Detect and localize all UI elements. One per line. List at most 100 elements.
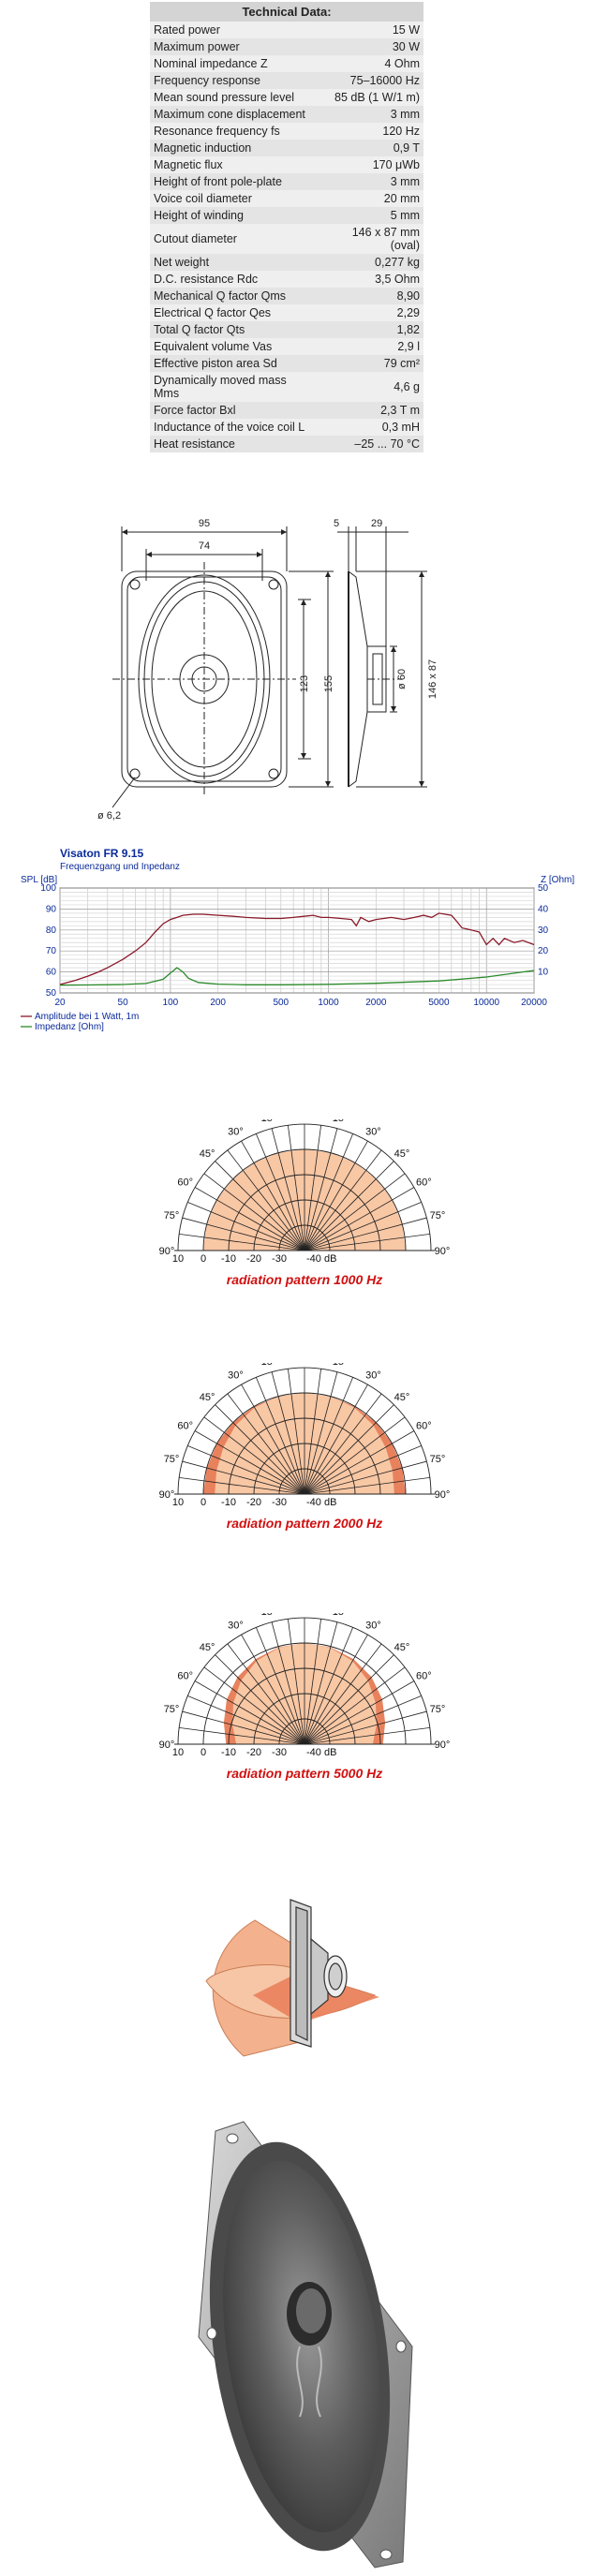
angle-label: 90° bbox=[159, 1246, 175, 1257]
angle-label: 30° bbox=[365, 1621, 381, 1632]
polar-plot-1000hz: 0°15°15°30°30°45°45°60°60°75°75°90°90°10… bbox=[159, 1119, 451, 1287]
row-value: 2,9 l bbox=[317, 338, 423, 355]
row-label: D.C. resistance Rdc bbox=[150, 271, 318, 288]
dimension-drawing: 95 74 123 155 ø 6,2 5 29 ø 60 146 x 87 bbox=[97, 518, 438, 822]
polar-caption: radiation pattern 1000 Hz bbox=[227, 1272, 383, 1287]
mount-hole bbox=[129, 768, 141, 779]
table-row: Maximum power 30 W bbox=[150, 38, 423, 55]
row-label: Inductance of the voice coil L bbox=[150, 419, 318, 436]
x-tick-label: 5000 bbox=[428, 998, 450, 1008]
db-label: 10 bbox=[172, 1253, 184, 1265]
dim-width-outer: 95 bbox=[199, 518, 210, 529]
row-value: 0,9 T bbox=[317, 140, 423, 156]
row-label: Equivalent volume Vas bbox=[150, 338, 318, 355]
polar-spoke bbox=[304, 1643, 382, 1745]
polar-spoke bbox=[182, 1460, 305, 1495]
polar-spoke bbox=[304, 1149, 382, 1251]
dim-depth-total: 29 bbox=[371, 518, 382, 529]
row-label: Effective piston area Sd bbox=[150, 355, 318, 372]
table-row: D.C. resistance Rdc 3,5 Ohm bbox=[150, 271, 423, 288]
x-tick-label: 10000 bbox=[473, 998, 499, 1008]
polar-spoke bbox=[304, 1125, 322, 1251]
mount-hole bbox=[268, 768, 279, 779]
angle-label: 60° bbox=[416, 1421, 432, 1432]
frequency-response-chart: Visaton FR 9.15 Frequenzgang und Inpedan… bbox=[21, 847, 574, 1032]
row-label: Height of winding bbox=[150, 207, 318, 224]
polar-spoke bbox=[255, 1627, 305, 1745]
row-value: –25 ... 70 °C bbox=[317, 436, 423, 452]
polar-spoke bbox=[304, 1619, 322, 1745]
series-line-1 bbox=[59, 967, 535, 986]
technical-data-table: Technical Data: Rated power 15 W Maximum p… bbox=[150, 2, 423, 452]
polar-spoke bbox=[304, 1133, 354, 1251]
y-tick-left-label: 70 bbox=[46, 946, 57, 956]
row-value: 4 Ohm bbox=[317, 55, 423, 72]
polar-spoke bbox=[179, 1233, 305, 1251]
y-tick-right-label: 40 bbox=[538, 904, 549, 914]
angle-label: 15° bbox=[261, 1613, 277, 1618]
polar-spoke bbox=[304, 1233, 430, 1251]
polar-spoke bbox=[182, 1217, 305, 1251]
chart-grid bbox=[59, 887, 535, 994]
x-tick-label: 100 bbox=[163, 998, 179, 1008]
angle-label: 90° bbox=[435, 1740, 451, 1751]
db-label: 0 bbox=[201, 1497, 206, 1508]
y-tick-left-label: 80 bbox=[46, 925, 57, 936]
polar-spoke bbox=[215, 1161, 305, 1251]
row-label: Nominal impedance Z bbox=[150, 55, 318, 72]
side-basket bbox=[348, 570, 368, 788]
mount-hole bbox=[129, 579, 141, 590]
y-tick-left-label: 90 bbox=[46, 904, 57, 914]
dim-height-inner: 123 bbox=[299, 675, 310, 692]
row-label: Magnetic flux bbox=[150, 156, 318, 173]
dim-height-outer: 155 bbox=[323, 675, 334, 692]
polar-spoke bbox=[187, 1695, 305, 1745]
row-value: 85 dB (1 W/1 m) bbox=[317, 89, 423, 106]
table-row: Inductance of the voice coil L 0,3 mH bbox=[150, 419, 423, 436]
db-label: -40 dB bbox=[306, 1497, 336, 1508]
table-row: Height of winding 5 mm bbox=[150, 207, 423, 224]
row-label: Voice coil diameter bbox=[150, 190, 318, 207]
angle-label: 15° bbox=[333, 1613, 349, 1618]
speaker-product-image bbox=[198, 2121, 413, 2569]
table-row: Magnetic induction 0,9 T bbox=[150, 140, 423, 156]
y-tick-left-label: 60 bbox=[46, 968, 57, 978]
db-label: -30 bbox=[272, 1253, 287, 1265]
angle-label: 75° bbox=[164, 1704, 180, 1715]
mount-hole bbox=[226, 2133, 239, 2144]
row-value: 2,3 T m bbox=[317, 402, 423, 419]
polar-spoke bbox=[304, 1460, 427, 1495]
table-title: Technical Data: bbox=[150, 2, 423, 22]
table-row: Height of front pole-plate 3 mm bbox=[150, 173, 423, 190]
angle-label: 45° bbox=[394, 1642, 410, 1653]
table-row: Effective piston area Sd 79 cm² bbox=[150, 355, 423, 372]
polar-spoke bbox=[304, 1404, 394, 1495]
table-row: Electrical Q factor Qes 2,29 bbox=[150, 304, 423, 321]
db-label: -40 dB bbox=[306, 1253, 336, 1265]
mount-hole bbox=[268, 579, 279, 590]
polar-caption: radiation pattern 5000 Hz bbox=[227, 1766, 383, 1781]
polar-spoke bbox=[255, 1133, 305, 1251]
plot-area bbox=[59, 887, 535, 994]
polar-plot-2000hz: 0°15°15°30°30°45°45°60°60°75°75°90°90°10… bbox=[159, 1363, 451, 1531]
polar-spoke bbox=[187, 1201, 305, 1251]
polar-spoke bbox=[271, 1621, 305, 1745]
angle-label: 75° bbox=[430, 1454, 446, 1465]
row-value: 146 x 87 mm (oval) bbox=[317, 224, 423, 254]
polar-spoke bbox=[304, 1680, 415, 1745]
polar-spoke bbox=[304, 1140, 368, 1251]
db-label: 10 bbox=[172, 1747, 184, 1758]
polar-spoke bbox=[194, 1680, 305, 1745]
polar-spoke bbox=[304, 1654, 394, 1745]
table-row: Maximum cone displacement 3 mm bbox=[150, 106, 423, 123]
chart-title: Visaton FR 9.15 bbox=[60, 847, 143, 860]
polar-spoke bbox=[227, 1149, 305, 1251]
x-tick-label: 50 bbox=[118, 998, 129, 1008]
table-row: Net weight 0,277 kg bbox=[150, 254, 423, 271]
polar-spoke bbox=[304, 1476, 430, 1495]
polar-spoke bbox=[203, 1416, 305, 1495]
y-axis-right-label: Z [Ohm] bbox=[541, 875, 574, 885]
dim-depth-flange: 5 bbox=[334, 518, 339, 529]
table-row: Equivalent volume Vas 2,9 l bbox=[150, 338, 423, 355]
